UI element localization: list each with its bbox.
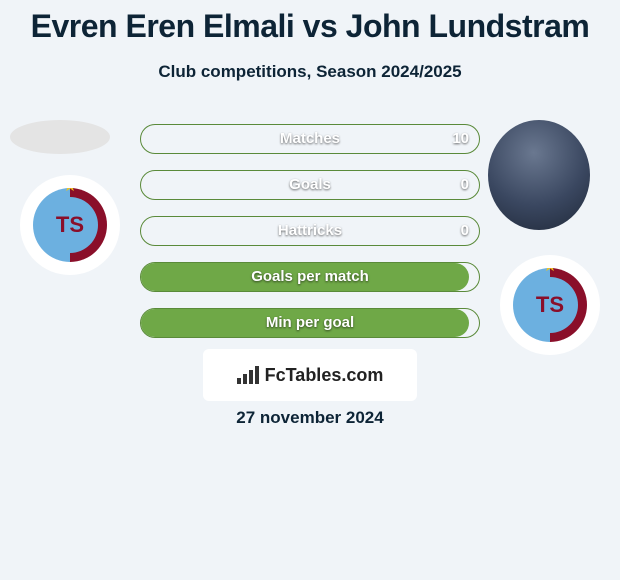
player-shirt-icon xyxy=(488,120,590,230)
player-right-club-badge: ★ TS xyxy=(500,255,600,355)
trabzonspor-badge-icon: ★ TS xyxy=(33,188,107,262)
page-title: Evren Eren Elmali vs John Lundstram xyxy=(0,8,620,45)
comparison-card: Evren Eren Elmali vs John Lundstram Club… xyxy=(0,0,620,580)
trabzonspor-badge-icon: ★ TS xyxy=(513,268,587,342)
player-left-club-badge: ★ TS xyxy=(20,175,120,275)
stat-bar-value-right: 10 xyxy=(452,125,469,153)
badge-inner: TS xyxy=(42,197,98,253)
brand-text: FcTables.com xyxy=(265,365,384,386)
stat-bar: Hattricks0 xyxy=(140,216,480,246)
bar-chart-icon xyxy=(237,366,259,384)
player-left-avatar xyxy=(10,120,110,154)
star-icon: ★ xyxy=(543,268,557,276)
snapshot-date: 27 november 2024 xyxy=(0,408,620,428)
stat-bar-label: Matches xyxy=(141,125,479,153)
stat-bar-label: Goals xyxy=(141,171,479,199)
stat-bars: Matches10Goals0Hattricks0Goals per match… xyxy=(140,124,480,354)
stat-bar-value-right: 0 xyxy=(461,217,469,245)
stat-bar: Goals0 xyxy=(140,170,480,200)
page-subtitle: Club competitions, Season 2024/2025 xyxy=(0,62,620,82)
star-icon: ★ xyxy=(63,188,77,196)
stat-bar-value-right: 0 xyxy=(461,171,469,199)
brand-box: FcTables.com xyxy=(203,349,417,401)
stat-bar-label: Hattricks xyxy=(141,217,479,245)
player-right-avatar xyxy=(488,120,590,230)
stat-bar-label: Goals per match xyxy=(141,263,479,291)
stat-bar: Min per goal xyxy=(140,308,480,338)
stat-bar-label: Min per goal xyxy=(141,309,479,337)
stat-bar: Matches10 xyxy=(140,124,480,154)
badge-inner: TS xyxy=(522,277,578,333)
stat-bar: Goals per match xyxy=(140,262,480,292)
